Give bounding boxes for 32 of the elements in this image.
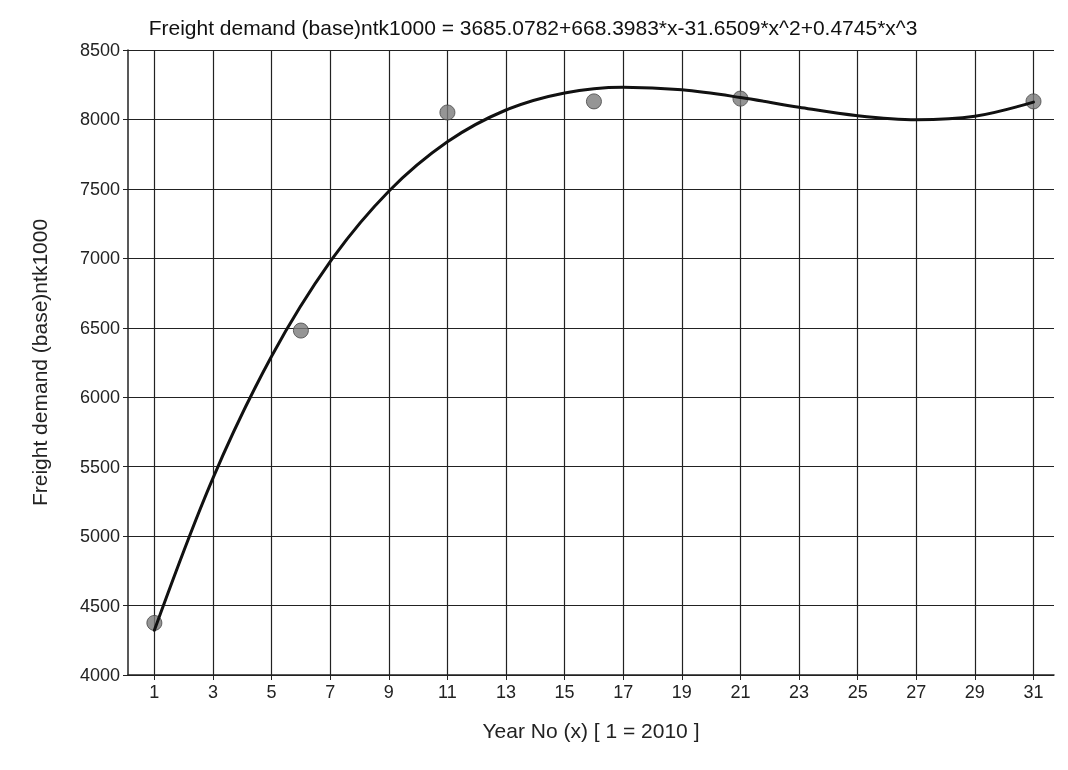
x-tick-label: 7 — [325, 682, 336, 702]
y-axis-title: Freight demand (base)ntk1000 — [28, 218, 51, 507]
x-tick-label: 25 — [847, 682, 868, 702]
point — [585, 93, 602, 110]
y-tick-label: 5500 — [79, 456, 120, 477]
x-tick-label: 19 — [671, 682, 692, 702]
y-tick-label: 6500 — [79, 317, 120, 338]
chart-title: Freight demand (base)ntk1000 = 3685.0782+668.3983*x-31.6509*x^2+0.4745*x^3 — [148, 16, 918, 39]
point — [292, 322, 309, 339]
y-tick-label: 4000 — [79, 665, 120, 685]
x-tick-label: 1 — [149, 682, 160, 702]
y-tick-label: 5000 — [79, 526, 120, 547]
point — [439, 104, 456, 121]
y-tick-label: 8000 — [79, 109, 120, 130]
x-tick-label: 3 — [207, 682, 218, 702]
x-tick-label: 5 — [266, 682, 277, 702]
x-tick-label: 11 — [438, 682, 457, 702]
x-tick-label: 21 — [730, 682, 751, 702]
y-tick-label: 8500 — [79, 40, 120, 60]
x-tick-label: 9 — [383, 682, 394, 702]
y-tick-label: 7500 — [79, 178, 120, 199]
x-tick-label: 31 — [1023, 682, 1044, 702]
x-axis-title: Year No (x) [ 1 = 2010 ] — [482, 719, 700, 742]
x-tick-label: 29 — [964, 682, 985, 702]
x-tick-label: 17 — [613, 682, 634, 702]
y-tick-label: 7000 — [79, 248, 120, 269]
y-tick-label: 6000 — [79, 387, 120, 408]
y-tick-label: 4500 — [79, 595, 120, 616]
x-tick-label: 13 — [496, 682, 517, 702]
x-tick-label: 27 — [906, 682, 927, 702]
x-tick-label: 15 — [554, 682, 575, 702]
x-tick-label: 23 — [789, 682, 810, 702]
